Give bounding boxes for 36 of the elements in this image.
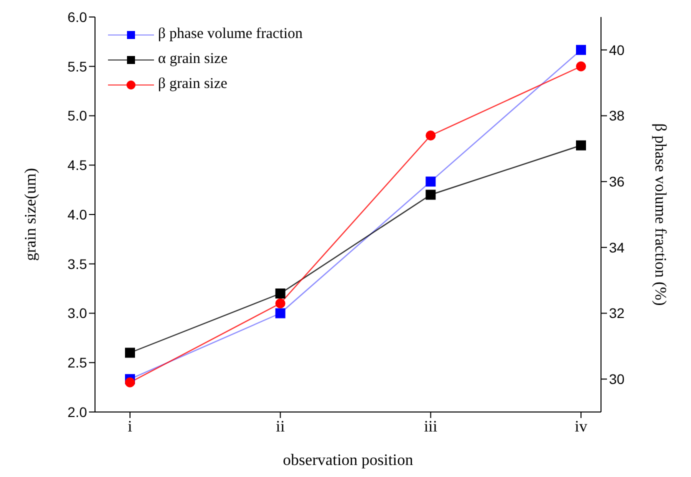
point [576, 44, 586, 55]
y-tick-label: 2.0 [68, 404, 88, 420]
y2-tick-label: 40 [609, 42, 625, 58]
y-tick-label: 4.0 [68, 206, 88, 222]
y-tick-label: 5.5 [68, 58, 88, 74]
y-axis-title: grain size(um) [22, 168, 40, 261]
point [576, 61, 586, 72]
x-tick-label: iv [574, 418, 588, 436]
point [426, 176, 436, 187]
x-axis-title: observation position [282, 452, 414, 469]
legend-label: α grain size [158, 51, 228, 68]
y2-tick-label: 38 [609, 108, 625, 124]
y-tick-label: 3.0 [68, 305, 88, 322]
legend-label: β grain size [158, 76, 228, 93]
point [275, 288, 286, 298]
point [275, 308, 286, 318]
point [275, 298, 286, 308]
x-tick-label: i [128, 418, 133, 436]
x-tick-label: ii [276, 418, 286, 436]
y-tick-label: 5.0 [68, 108, 88, 124]
point [576, 140, 586, 150]
y2-tick-label: 32 [609, 305, 625, 322]
x-tick-label: iii [424, 418, 438, 436]
point [426, 130, 436, 140]
y-tick-label: 3.5 [68, 256, 88, 272]
legend-label: β phase volume fraction [158, 26, 303, 43]
y2-axis-title: β phase volume fraction (%) [651, 123, 668, 306]
point [125, 377, 135, 388]
y-tick-label: 2.5 [68, 354, 88, 371]
point [125, 348, 135, 358]
y-tick-label: 6.0 [68, 8, 88, 25]
y-tick-label: 4.5 [68, 157, 88, 174]
y2-tick-label: 30 [609, 371, 625, 388]
y2-tick-label: 34 [609, 239, 625, 256]
y2-tick-label: 36 [609, 174, 625, 190]
point [426, 190, 436, 200]
